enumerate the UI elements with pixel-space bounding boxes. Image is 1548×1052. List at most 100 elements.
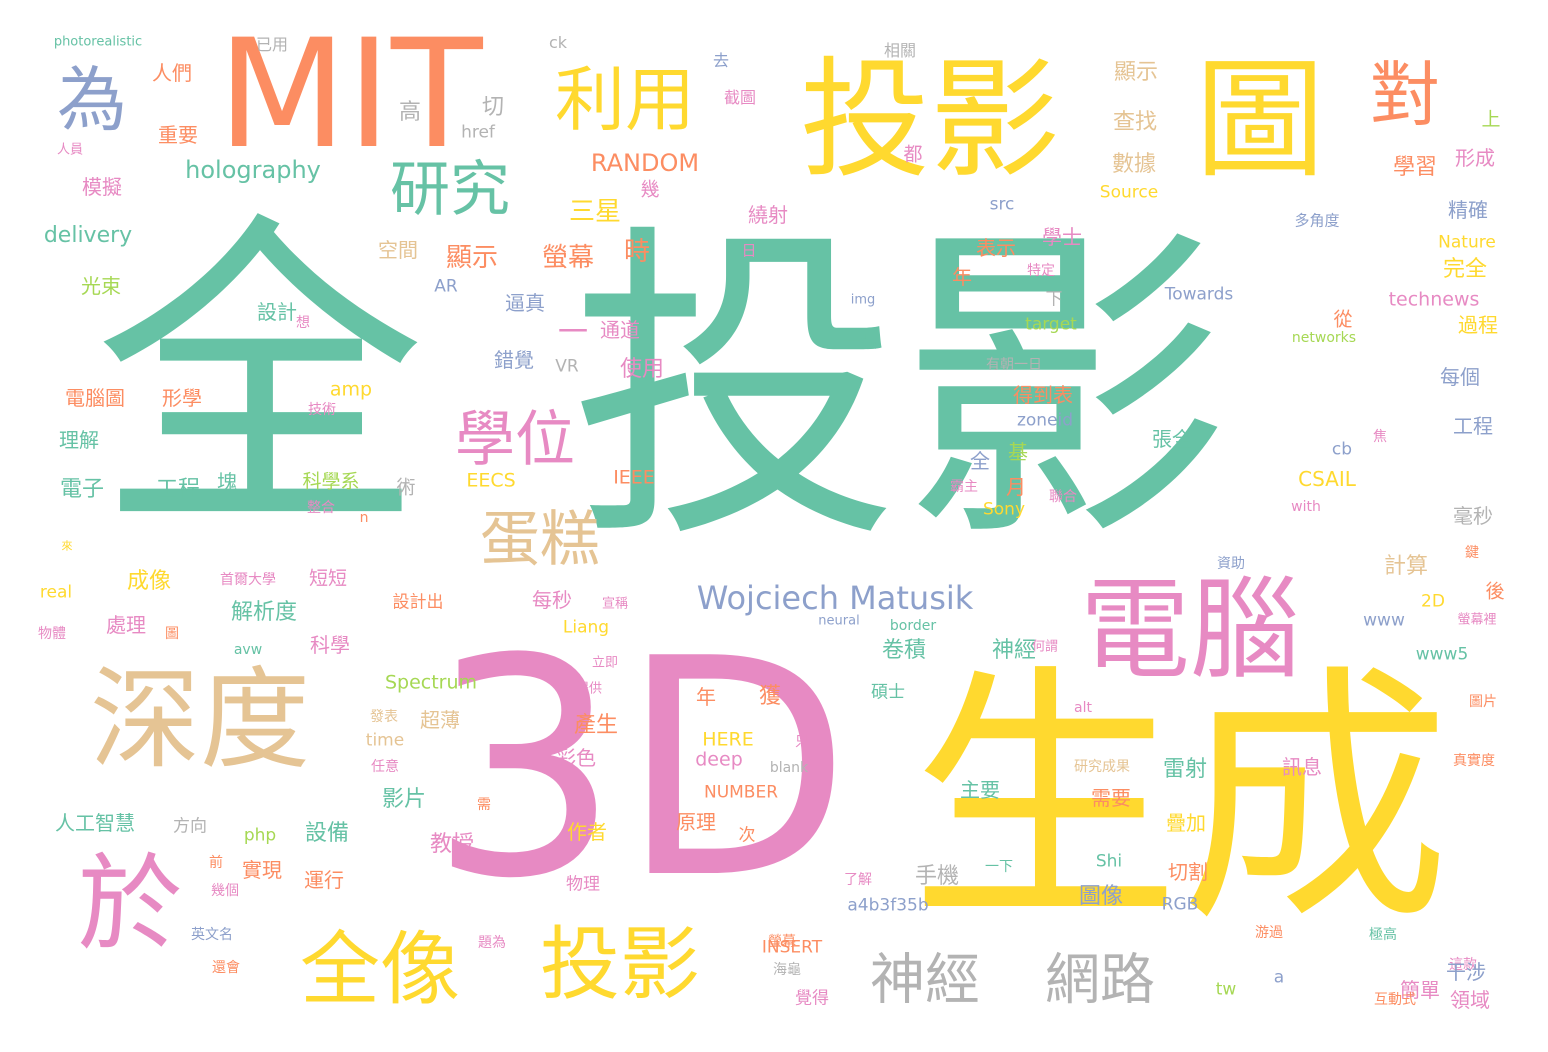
- cloud-word-電腦圖-124: 電腦圖: [65, 386, 125, 410]
- cloud-word-形成-52: 形成: [1455, 146, 1495, 170]
- cloud-word-空間-120: 空間: [378, 238, 418, 262]
- cloud-word-月-77: 月: [1006, 475, 1026, 499]
- cloud-word-過程-59: 過程: [1458, 313, 1498, 337]
- cloud-word-相關-37: 相關: [883, 41, 917, 60]
- cloud-word-解析度-141: 解析度: [230, 600, 298, 625]
- cloud-word-主要-175: 主要: [960, 778, 1000, 802]
- cloud-word-題為-198: 題為: [478, 935, 506, 951]
- cloud-word-完全-57: 完全: [1442, 257, 1488, 282]
- cloud-word-nature-56: Nature: [1438, 232, 1496, 253]
- cloud-word-圖-6: 圖: [1194, 44, 1326, 196]
- cloud-word-電子-127: 電子: [59, 477, 105, 502]
- cloud-word-投影-5: 投影: [799, 44, 1061, 196]
- cloud-word-圖像-187: 圖像: [1078, 884, 1124, 909]
- cloud-word-下-70: 下: [1045, 289, 1063, 310]
- cloud-word-成像-137: 成像: [126, 569, 172, 594]
- cloud-word-一-21: 一: [558, 315, 588, 350]
- cloud-word-ieee-112: IEEE: [613, 466, 655, 489]
- cloud-word-random-26: RANDOM: [590, 149, 700, 177]
- cloud-word-霸主-78: 霸主: [950, 479, 978, 495]
- cloud-word-towards-64: Towards: [1164, 284, 1234, 305]
- cloud-word-neural-154: neural: [818, 613, 860, 629]
- cloud-word-研究成果-96: 研究成果: [1074, 759, 1130, 775]
- cloud-word-運行-191: 運行: [304, 868, 344, 892]
- cloud-word-蛋糕-17: 蛋糕: [480, 505, 600, 575]
- cloud-word-sony-79: Sony: [982, 499, 1026, 520]
- cloud-word-原理-184: 原理: [676, 810, 716, 834]
- cloud-word-rgb-102: RGB: [1161, 894, 1199, 915]
- cloud-word-游過-103: 游過: [1255, 925, 1283, 941]
- cloud-word-去-36: 去: [712, 51, 730, 70]
- cloud-word-干涉-106: 干涉: [1446, 960, 1486, 984]
- cloud-word-光束-129: 光束: [81, 274, 121, 298]
- cloud-word-逼真-117: 逼真: [505, 291, 545, 315]
- cloud-word-tw-111: tw: [1215, 979, 1237, 1000]
- cloud-word-avw-146: avw: [233, 642, 263, 658]
- cloud-word-deep-170: deep: [695, 748, 743, 771]
- cloud-word-來-136: 來: [61, 539, 73, 553]
- cloud-word-資助-88: 資助: [1217, 556, 1245, 572]
- cloud-word-焦-82: 焦: [1373, 429, 1387, 445]
- cloud-word-幾-43: 幾: [640, 178, 660, 201]
- cloud-word-border-156: border: [889, 618, 937, 634]
- cloud-word-聯合-80: 聯合: [1049, 489, 1077, 505]
- cloud-word-學位-16: 學位: [455, 405, 575, 475]
- cloud-word-a4b3f35b-195: a4b3f35b: [847, 895, 929, 916]
- cloud-word-碩士-161: 碩士: [871, 682, 905, 703]
- cloud-word-領域-107: 領域: [1450, 988, 1490, 1012]
- cloud-word-形學-125: 形學: [162, 386, 202, 410]
- cloud-word-使用-118: 使用: [619, 357, 665, 382]
- cloud-word-特定-66: 特定: [1027, 263, 1055, 279]
- cloud-word-photorealistic-29: photorealistic: [53, 34, 143, 50]
- cloud-word-處理-142: 處理: [106, 613, 146, 637]
- cloud-word-電腦-7: 電腦: [1080, 566, 1300, 694]
- cloud-word-3d-2: 3D: [429, 595, 851, 944]
- cloud-word-塊-131: 塊: [217, 470, 237, 494]
- cloud-word-這款-105: 這款: [1449, 957, 1477, 973]
- cloud-word-彩色-172: 彩色: [556, 746, 596, 770]
- cloud-word-全像-10: 全像: [300, 923, 460, 1016]
- cloud-word-術-134: 術: [396, 476, 416, 499]
- cloud-word-高-39: 高: [398, 100, 422, 125]
- cloud-word-每個-61: 每個: [1440, 365, 1480, 389]
- cloud-word-研究-15: 研究: [390, 155, 510, 225]
- cloud-word-wojciech-matusik-20: Wojciech Matusik: [696, 579, 974, 617]
- cloud-word-科學-145: 科學: [310, 633, 350, 657]
- cloud-word-發表-163: 發表: [370, 709, 398, 725]
- cloud-word-一下-188: 一下: [985, 859, 1013, 875]
- cloud-word-了解-189: 了解: [844, 872, 872, 888]
- cloud-word-覺得-202: 覺得: [795, 988, 829, 1009]
- cloud-word-www-91: www: [1363, 610, 1405, 631]
- cloud-word-shi-101: Shi: [1095, 851, 1123, 872]
- cloud-word-卷積-152: 卷積: [881, 638, 927, 663]
- cloud-word-螢幕-23: 螢幕: [541, 243, 595, 273]
- cloud-word-工程-128: 工程: [155, 477, 201, 502]
- cloud-word-英文名-197: 英文名: [191, 927, 233, 943]
- cloud-word-holography-27: holography: [185, 156, 321, 184]
- cloud-word-人們-30: 人們: [152, 61, 192, 85]
- cloud-word-圖片-94: 圖片: [1469, 694, 1497, 710]
- cloud-word-簡單-108: 簡單: [1400, 978, 1440, 1002]
- cloud-word-amp-121: amp: [329, 378, 373, 401]
- cloud-word-次-185: 次: [738, 825, 756, 846]
- cloud-word-insert-199: INSERT: [761, 937, 823, 958]
- cloud-word-每秒-148: 每秒: [532, 588, 572, 612]
- cloud-word-technews-58: technews: [1388, 288, 1480, 311]
- cloud-word-為-14: 為: [57, 59, 127, 141]
- cloud-word-人員-33: 人員: [56, 142, 84, 158]
- cloud-word-切割-100: 切割: [1168, 860, 1208, 884]
- cloud-word-對-13: 對: [1370, 54, 1440, 136]
- cloud-word-提供-158: 提供: [575, 681, 603, 697]
- cloud-word-張全-74: 張全: [1152, 427, 1192, 451]
- cloud-word-有朝一日-71: 有朝一日: [986, 357, 1042, 373]
- cloud-word-eecs-113: EECS: [466, 469, 516, 492]
- cloud-word-疊加-99: 疊加: [1166, 811, 1206, 835]
- cloud-word-整合-133: 整合: [307, 500, 335, 516]
- cloud-word-基-75: 基: [1008, 440, 1028, 464]
- cloud-word-ar-119: AR: [434, 276, 458, 297]
- cloud-word-blank-171: blank: [769, 760, 809, 776]
- cloud-word-alt-162: alt: [1074, 700, 1092, 716]
- cloud-word-here-168: HERE: [702, 728, 754, 751]
- cloud-word-手機-186: 手機: [914, 864, 960, 889]
- cloud-word-需要-98: 需要: [1091, 786, 1131, 810]
